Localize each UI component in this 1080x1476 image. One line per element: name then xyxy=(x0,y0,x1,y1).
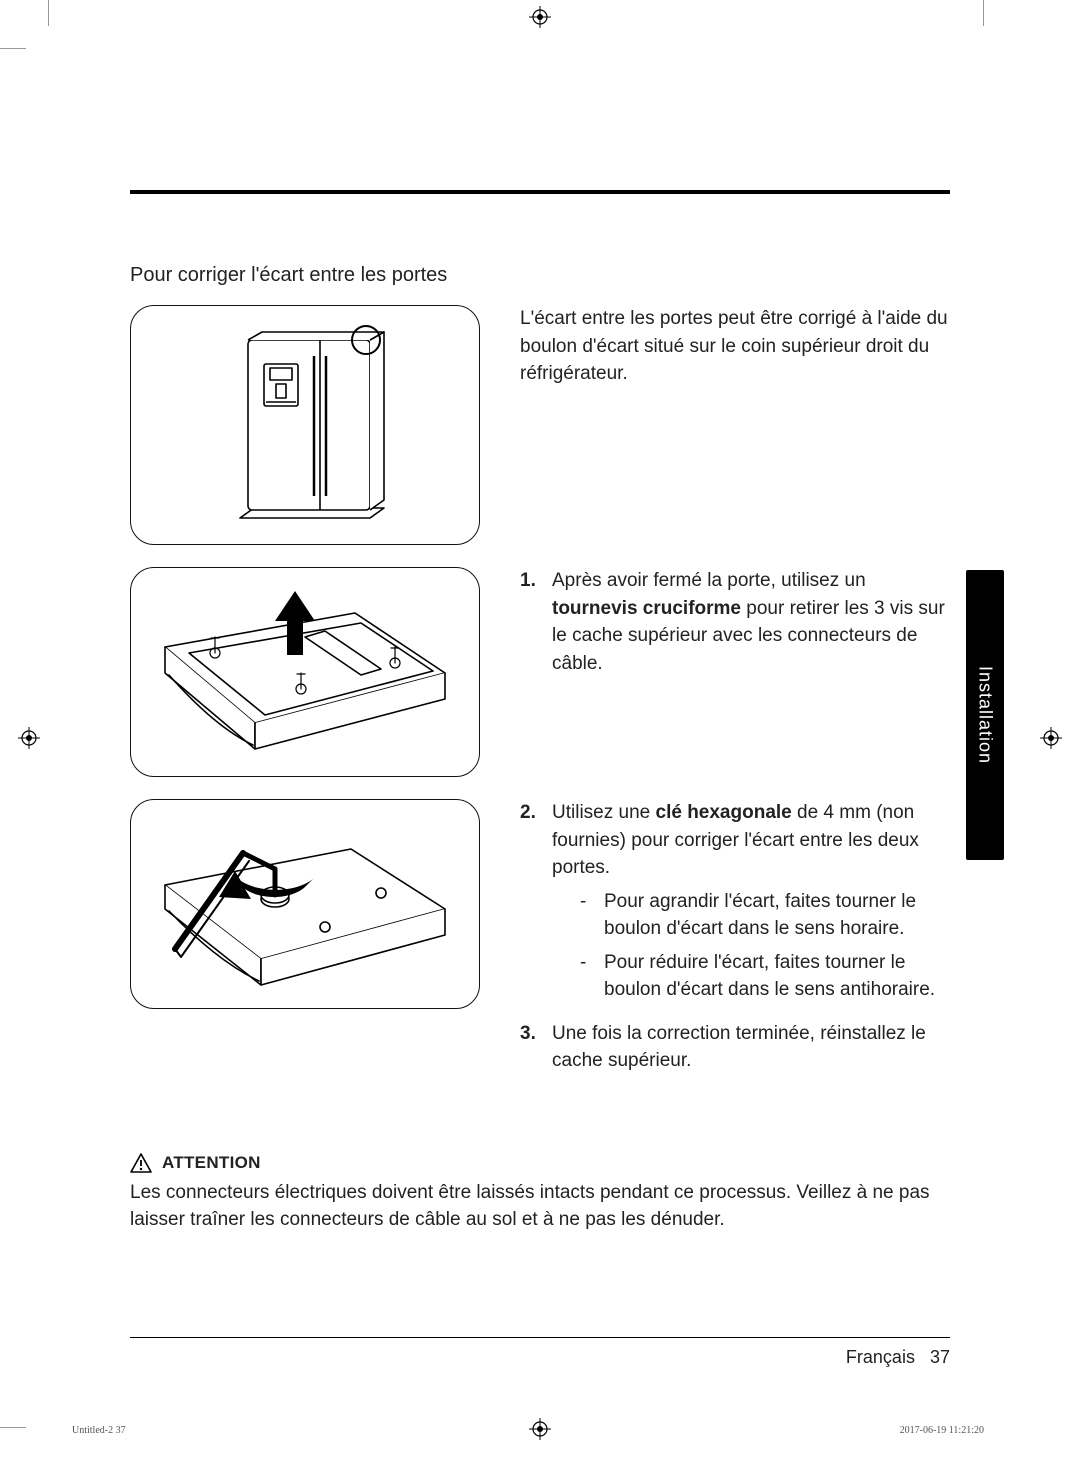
footer-page: Français 37 xyxy=(846,1347,950,1368)
registration-mark-right xyxy=(1040,727,1062,749)
side-tab-installation: Installation xyxy=(966,570,1004,860)
registration-mark-top xyxy=(529,6,551,28)
intro-text: L'écart entre les portes peut être corri… xyxy=(520,305,950,388)
footer-rule xyxy=(130,1337,950,1338)
crop-mark xyxy=(0,1427,26,1428)
figure-fridge xyxy=(130,305,480,545)
step3-number: 3. xyxy=(520,1020,542,1075)
step2-bullet: Pour agrandir l'écart, faites tourner le… xyxy=(580,888,950,943)
header-rule xyxy=(130,190,950,194)
crop-mark xyxy=(983,0,984,26)
step2-body: Utilisez une clé hexagonale de 4 mm (non… xyxy=(552,799,950,1010)
step1-number: 1. xyxy=(520,567,542,677)
step1-text: 1. Après avoir fermé la porte, utilisez … xyxy=(520,567,950,687)
step2-text: 2. Utilisez une clé hexagonale de 4 mm (… xyxy=(520,799,950,1085)
figure-hex-wrench xyxy=(130,799,480,1009)
print-meta-left: Untitled-2 37 xyxy=(72,1425,126,1436)
attention-heading: ATTENTION xyxy=(130,1153,950,1173)
section-title: Pour corriger l'écart entre les portes xyxy=(130,264,950,287)
warning-icon xyxy=(130,1153,152,1173)
footer-language: Français xyxy=(846,1347,915,1367)
attention-body: Les connecteurs électriques doivent être… xyxy=(130,1179,950,1234)
crop-mark xyxy=(0,48,26,49)
footer-page-number: 37 xyxy=(930,1347,950,1367)
print-meta-right: 2017-06-19 11:21:20 xyxy=(900,1425,984,1436)
step1-body: Après avoir fermé la porte, utilisez un … xyxy=(552,567,950,677)
step2-number: 2. xyxy=(520,799,542,1010)
page: Pour corriger l'écart entre les portes xyxy=(0,0,1080,1476)
registration-mark-bottom xyxy=(529,1418,551,1440)
step3-body: Une fois la correction terminée, réinsta… xyxy=(552,1020,950,1075)
figure-top-cover-screws xyxy=(130,567,480,777)
step2-bullet: Pour réduire l'écart, faites tourner le … xyxy=(580,949,950,1004)
row-intro: L'écart entre les portes peut être corri… xyxy=(130,305,950,545)
registration-mark-left xyxy=(18,727,40,749)
row-step1: 1. Après avoir fermé la porte, utilisez … xyxy=(130,567,950,777)
row-step2: 2. Utilisez une clé hexagonale de 4 mm (… xyxy=(130,799,950,1085)
attention-label: ATTENTION xyxy=(162,1153,261,1173)
crop-mark xyxy=(48,0,49,26)
content-area: Pour corriger l'écart entre les portes xyxy=(130,190,950,1234)
